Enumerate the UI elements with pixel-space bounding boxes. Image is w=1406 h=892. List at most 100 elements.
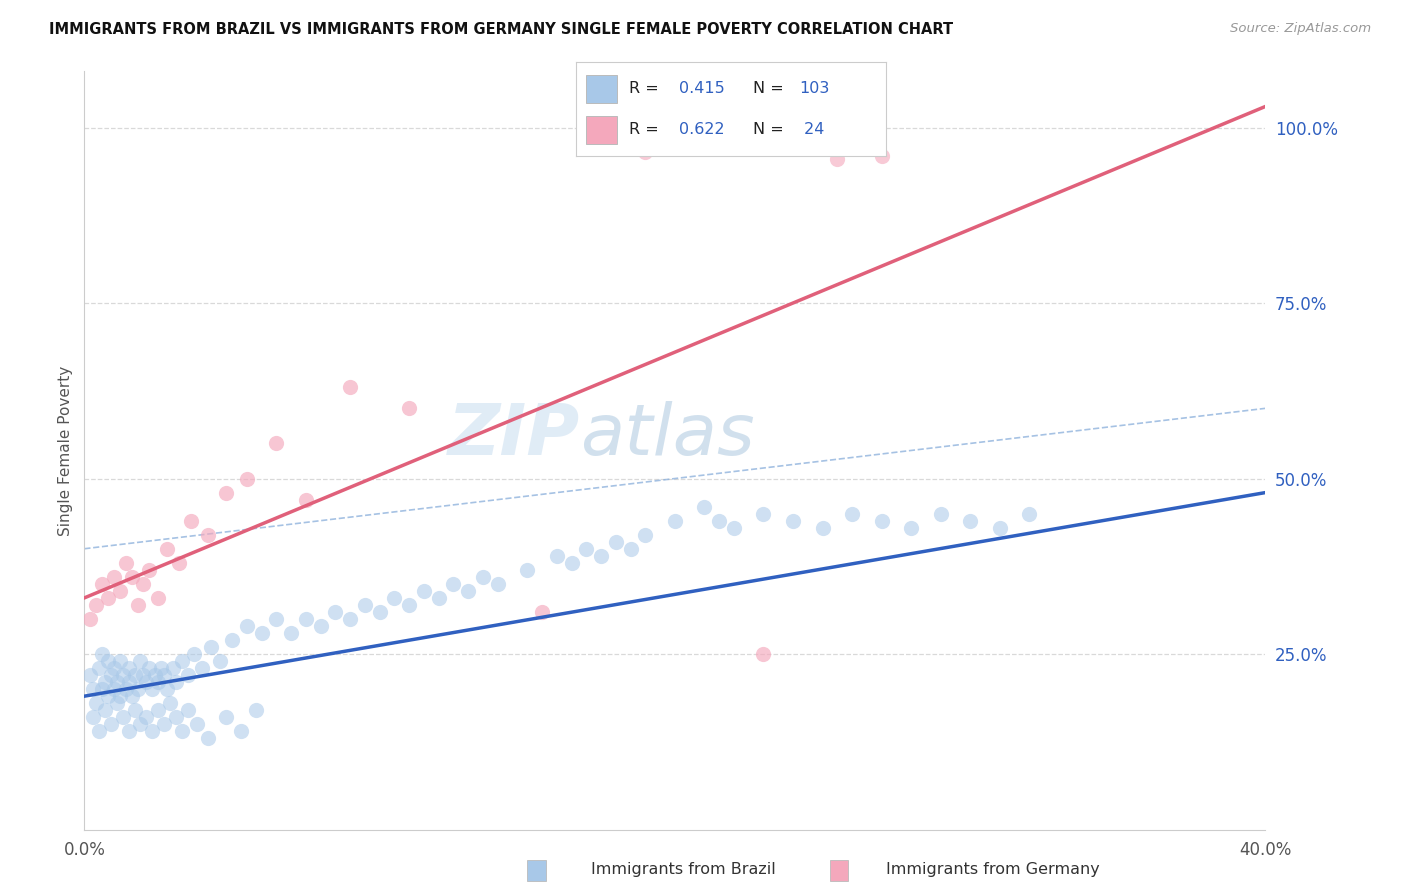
Point xyxy=(191,661,214,675)
Text: N =: N = xyxy=(752,81,789,96)
Point xyxy=(156,682,179,697)
FancyBboxPatch shape xyxy=(586,75,617,103)
Point xyxy=(382,591,406,605)
Text: ZIP: ZIP xyxy=(449,401,581,470)
Point xyxy=(575,541,598,556)
Point xyxy=(121,689,143,703)
Point xyxy=(108,583,131,598)
Text: 0.622: 0.622 xyxy=(679,122,724,137)
Point xyxy=(620,541,643,556)
Text: 103: 103 xyxy=(799,81,830,96)
Point xyxy=(165,710,187,724)
Point xyxy=(959,514,981,528)
Point xyxy=(900,521,922,535)
Point xyxy=(124,703,146,717)
Point xyxy=(280,626,302,640)
Text: IMMIGRANTS FROM BRAZIL VS IMMIGRANTS FROM GERMANY SINGLE FEMALE POVERTY CORRELAT: IMMIGRANTS FROM BRAZIL VS IMMIGRANTS FRO… xyxy=(49,22,953,37)
Point xyxy=(200,640,222,654)
Text: Immigrants from Brazil: Immigrants from Brazil xyxy=(591,863,775,877)
Point xyxy=(165,675,187,690)
Point xyxy=(121,570,143,584)
Point xyxy=(723,521,745,535)
Point xyxy=(811,521,834,535)
Point xyxy=(148,703,170,717)
Point xyxy=(209,654,232,668)
Point xyxy=(138,661,160,675)
Point xyxy=(457,583,479,598)
Point xyxy=(141,682,163,697)
Point xyxy=(591,549,613,563)
Point xyxy=(186,717,208,731)
Point xyxy=(162,661,184,675)
Point xyxy=(180,514,202,528)
Point xyxy=(295,492,318,507)
Point xyxy=(988,521,1011,535)
Point xyxy=(472,570,495,584)
Point xyxy=(354,598,377,612)
Point xyxy=(546,549,568,563)
Text: 0.415: 0.415 xyxy=(679,81,724,96)
Point xyxy=(443,577,465,591)
Text: R =: R = xyxy=(628,81,664,96)
Point xyxy=(309,619,332,633)
Point xyxy=(427,591,450,605)
Point xyxy=(634,145,657,160)
Point xyxy=(84,696,107,710)
Point xyxy=(143,668,166,682)
Point xyxy=(229,724,252,739)
Point xyxy=(236,471,259,485)
Point xyxy=(148,591,170,605)
Point xyxy=(368,605,391,619)
Point xyxy=(170,654,193,668)
Point xyxy=(111,668,134,682)
Point xyxy=(91,577,114,591)
Point xyxy=(132,668,155,682)
Point xyxy=(167,556,190,570)
Point xyxy=(135,710,157,724)
Point xyxy=(114,682,136,697)
Point xyxy=(183,647,205,661)
Point xyxy=(91,682,114,697)
Point xyxy=(100,668,122,682)
Point xyxy=(156,541,179,556)
Point xyxy=(159,696,181,710)
Point xyxy=(664,514,686,528)
Point xyxy=(118,675,141,690)
Point xyxy=(929,507,952,521)
Point xyxy=(100,717,122,731)
Point xyxy=(79,612,101,626)
Point xyxy=(79,668,101,682)
FancyBboxPatch shape xyxy=(586,116,617,144)
Point xyxy=(215,485,238,500)
Text: 24: 24 xyxy=(799,122,824,137)
Point xyxy=(752,507,775,521)
Point xyxy=(870,148,893,162)
Point xyxy=(153,717,176,731)
Text: Immigrants from Germany: Immigrants from Germany xyxy=(886,863,1099,877)
Point xyxy=(215,710,238,724)
Point xyxy=(605,534,627,549)
Point xyxy=(103,682,125,697)
Point xyxy=(94,703,117,717)
Point xyxy=(105,675,128,690)
Point xyxy=(97,654,120,668)
Point xyxy=(129,717,152,731)
Point xyxy=(870,514,893,528)
Point xyxy=(250,626,273,640)
Point xyxy=(752,647,775,661)
Point xyxy=(398,598,420,612)
Point xyxy=(103,661,125,675)
Point xyxy=(245,703,267,717)
Point xyxy=(1018,507,1040,521)
Point xyxy=(87,661,111,675)
Text: N =: N = xyxy=(752,122,789,137)
Point xyxy=(561,556,583,570)
Point xyxy=(111,710,134,724)
Point xyxy=(138,563,160,577)
Point xyxy=(339,380,361,394)
Point xyxy=(177,668,200,682)
Point xyxy=(413,583,436,598)
Point xyxy=(108,689,131,703)
Point xyxy=(266,612,288,626)
Point xyxy=(709,514,731,528)
